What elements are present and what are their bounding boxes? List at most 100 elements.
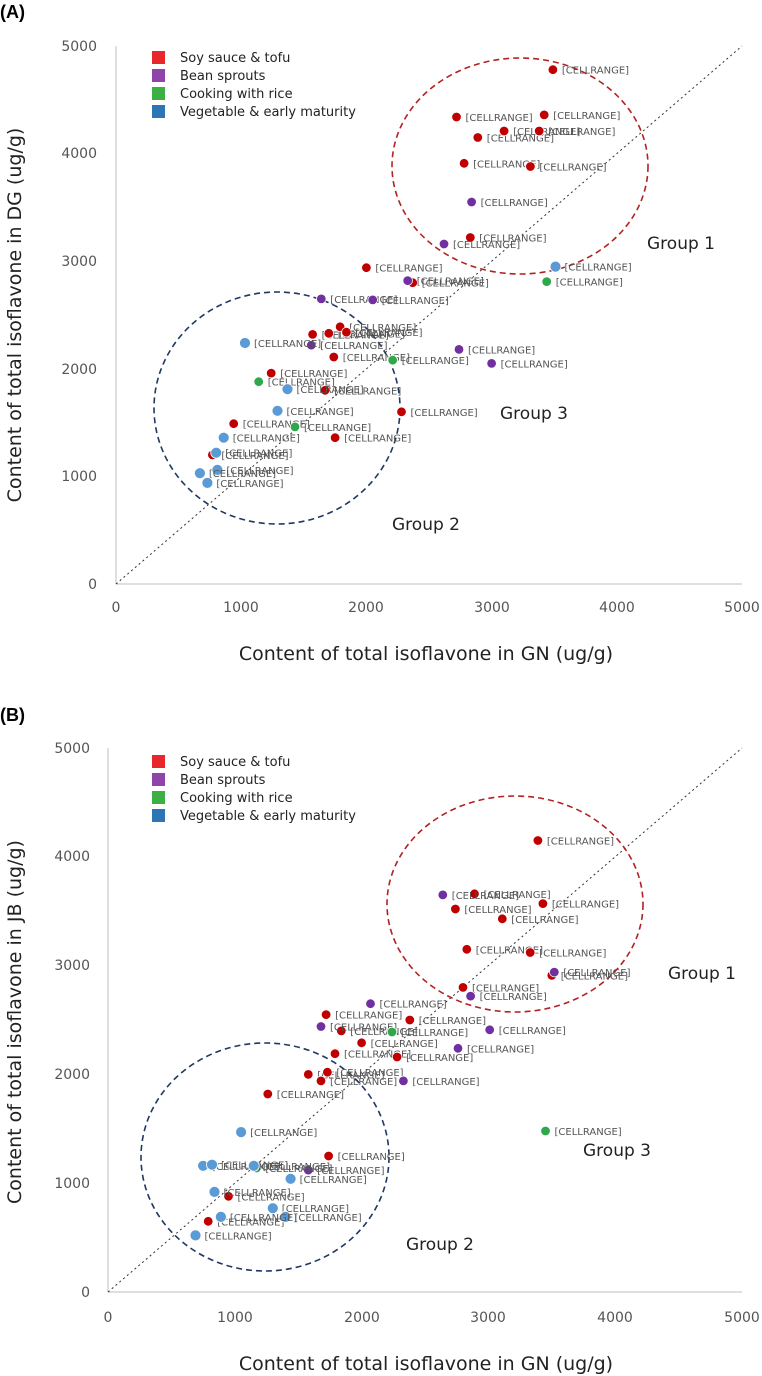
point-label: [CELLRANGE] (287, 407, 354, 418)
legend-swatch-cooking-with-rice (152, 87, 165, 100)
legend-label-cooking-with-rice: Cooking with rice (180, 791, 293, 806)
point-vegetable-early-maturity (211, 463, 224, 476)
point-label: [CELLRANGE] (263, 1162, 330, 1173)
point-bean-sprouts (466, 196, 477, 208)
legend-label-bean-sprouts: Bean sprouts (180, 773, 266, 788)
legend-swatch-soy-sauce-tofu (152, 755, 165, 768)
point-bean-sprouts (402, 275, 413, 286)
point-label: [CELLRANGE] (317, 1166, 384, 1177)
point-bean-sprouts (486, 358, 497, 369)
point-label: [CELLRANGE] (548, 127, 615, 138)
panel-a-x-ticks: 0 1000 2000 3000 4000 5000 (112, 600, 760, 616)
point-label: [CELLRANGE] (317, 1070, 384, 1081)
point-cooking-with-rice (289, 421, 301, 433)
panel-b-points: [CELLRANGE][CELLRANGE][CELLRANGE] [CELLRA… (189, 835, 631, 1242)
point-soy-sauce-tofu (323, 1150, 334, 1162)
point-soy-sauce-tofu (329, 432, 341, 443)
point-soy-sauce-tofu (391, 1051, 403, 1063)
panel-b-y-ticks: 0 1000 2000 3000 4000 5000 (54, 741, 90, 1301)
point-soy-sauce-tofu (307, 329, 318, 340)
panel-a-x-tick: 4000 (599, 600, 635, 616)
point-vegetable-early-maturity (239, 337, 251, 349)
point-label: [CELLRANGE] (209, 469, 276, 480)
panel-b-y-tick: 0 (81, 1285, 90, 1301)
point-vegetable-early-maturity (281, 383, 294, 396)
point-bean-sprouts (367, 294, 378, 306)
point-label: [CELLRANGE] (224, 1188, 291, 1199)
point-vegetable-early-maturity (208, 1186, 221, 1198)
point-label: [CELLRANGE] (277, 1090, 344, 1101)
point-label: [CELLRANGE] (417, 277, 484, 288)
point-label: [CELLRANGE] (562, 66, 629, 77)
point-label: [CELLRANGE] (464, 905, 531, 916)
point-bean-sprouts (365, 998, 376, 1009)
point-label: [CELLRANGE] (547, 837, 614, 848)
point-label: [CELLRANGE] (300, 1175, 367, 1186)
point-label: [CELLRANGE] (480, 992, 547, 1003)
point-label: [CELLRANGE] (422, 279, 489, 290)
panel-a-x-tick: 1000 (223, 600, 259, 616)
point-label: [CELLRANGE] (344, 434, 411, 445)
point-label: [CELLRANGE] (295, 1213, 362, 1224)
legend-label-vegetable-early-maturity: Vegetable & early maturity (180, 809, 356, 824)
panel-a-y-axis-title: Content of total isoflavone in DG (ug/g) (4, 128, 26, 503)
point-vegetable-early-maturity (266, 1202, 279, 1215)
point-soy-sauce-tofu (451, 111, 462, 123)
point-label: [CELLRANGE] (481, 198, 548, 209)
legend-swatch-cooking-with-rice (152, 791, 165, 804)
point-soy-sauce-tofu (537, 898, 549, 909)
point-vegetable-early-maturity (214, 1211, 227, 1223)
point-soy-sauce-tofu (539, 109, 550, 121)
point-label: [CELLRANGE] (233, 434, 300, 445)
point-label: [CELLRANGE] (265, 1164, 332, 1175)
point-soy-sauce-tofu (262, 1088, 274, 1100)
point-bean-sprouts (306, 339, 317, 351)
legend-label-soy-sauce-tofu: Soy sauce & tofu (180, 755, 290, 770)
panel-b-group-2-ellipse (140, 1042, 390, 1272)
legend-label-cooking-with-rice: Cooking with rice (180, 87, 293, 102)
point-soy-sauce-tofu (315, 1075, 327, 1087)
point-cooking-with-rice (541, 276, 552, 287)
point-soy-sauce-tofu (547, 64, 559, 75)
point-label: [CELLRANGE] (375, 264, 442, 275)
panel-b-x-ticks: 0 1000 2000 3000 4000 5000 (104, 1310, 760, 1326)
point-soy-sauce-tofu (319, 385, 331, 396)
point-label: [CELLRANGE] (297, 385, 364, 396)
point-label: [CELLRANGE] (479, 234, 546, 245)
panel-b: (B) 0 1000 2000 3000 4000 5000 0 1000 20… (0, 705, 760, 1375)
point-label: [CELLRANGE] (555, 1127, 622, 1138)
point-soy-sauce-tofu (320, 1009, 332, 1020)
point-soy-sauce-tofu (228, 418, 239, 429)
point-bean-sprouts (452, 1043, 464, 1054)
panel-b-group-1-label: Group 1 (668, 964, 736, 984)
panel-a-y-tick: 3000 (61, 254, 97, 270)
point-soy-sauce-tofu (525, 161, 536, 172)
point-label: [CELLRANGE] (565, 263, 632, 274)
legend-swatch-vegetable-early-maturity (152, 105, 165, 118)
point-label: [CELLRANGE] (499, 1026, 566, 1037)
point-vegetable-early-maturity (279, 1211, 292, 1223)
point-label: [CELLRANGE] (419, 1016, 486, 1027)
point-label: [CELLRANGE] (453, 240, 520, 251)
point-label: [CELLRANGE] (217, 1217, 284, 1228)
panel-a-group-2-label: Group 2 (392, 515, 460, 535)
point-label: [CELLRANGE] (561, 971, 628, 982)
point-label: [CELLRANGE] (335, 1011, 402, 1022)
point-vegetable-early-maturity (189, 1229, 202, 1242)
point-label: [CELLRANGE] (501, 359, 568, 370)
point-label: [CELLRANGE] (472, 983, 539, 994)
point-label: [CELLRANGE] (484, 890, 551, 901)
point-label: [CELLRANGE] (350, 1027, 417, 1038)
point-soy-sauce-tofu (329, 1048, 341, 1059)
point-soy-sauce-tofu (202, 1216, 214, 1227)
point-label: [CELLRANGE] (338, 329, 405, 340)
panel-a-y-tick: 5000 (61, 39, 97, 55)
panel-a-x-tick: 2000 (348, 600, 384, 616)
point-label: [CELLRANGE] (268, 378, 335, 389)
panel-b-y-axis-title: Content of total isoflavone in JB (ug/g) (4, 840, 26, 1204)
point-soy-sauce-tofu (356, 1037, 367, 1049)
point-cooking-with-rice (253, 376, 264, 387)
panel-b-y-tick: 3000 (54, 958, 90, 974)
point-soy-sauce-tofu (361, 262, 372, 273)
